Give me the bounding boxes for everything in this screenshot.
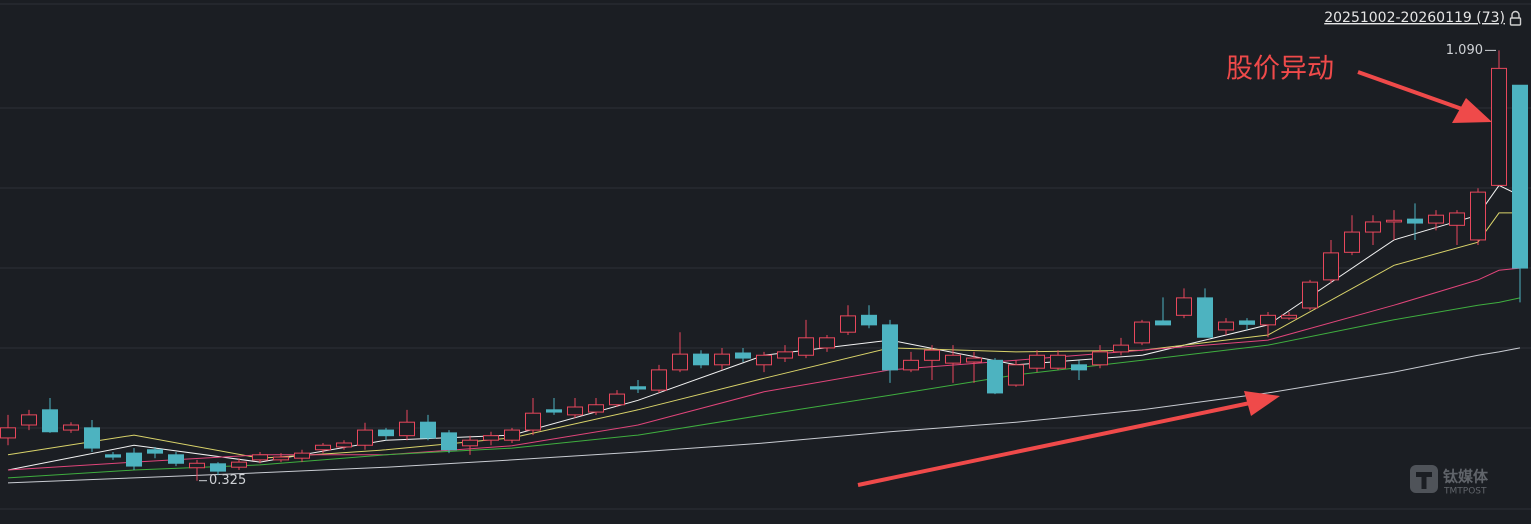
annotation: 股价异动 <box>1226 54 1334 85</box>
candle-body <box>315 444 331 451</box>
candle-body <box>1008 364 1024 386</box>
candle-body <box>1365 221 1381 233</box>
arrow-shaft <box>857 401 1251 487</box>
candle-body <box>714 353 730 366</box>
watermark: 钛媒体 TMTPOST <box>1410 465 1489 497</box>
candle-body <box>882 324 898 371</box>
candle-body <box>924 349 940 361</box>
candle-body <box>1218 321 1234 331</box>
watermark-text: 钛媒体 <box>1443 468 1489 486</box>
candle-body <box>21 414 37 426</box>
candle-body <box>1344 231 1360 253</box>
candle-body <box>420 421 436 439</box>
candle-body <box>1134 321 1150 344</box>
candle-body <box>1260 314 1276 326</box>
arrow-head <box>1244 391 1280 416</box>
candle-body <box>1197 297 1213 338</box>
candle-body <box>441 432 457 451</box>
candle-body <box>168 454 184 464</box>
ma-line <box>7 347 1521 484</box>
candle-body <box>525 412 541 431</box>
candle-body <box>252 454 268 461</box>
grid <box>0 3 1531 510</box>
date-range[interactable]: 20251002-20260119 (73) <box>1324 10 1505 26</box>
candle-body <box>1050 354 1066 369</box>
candle-body <box>399 421 415 437</box>
candle-body <box>609 393 625 406</box>
high-label: 1.090 <box>1446 43 1483 58</box>
candle-body <box>210 463 226 472</box>
candle-body <box>462 439 478 447</box>
candle-body <box>756 354 772 366</box>
candle-body <box>1449 212 1465 226</box>
arrow-shaft <box>1357 70 1463 111</box>
candle-body <box>126 452 142 467</box>
candle-body <box>273 456 289 461</box>
candle-body <box>336 442 352 448</box>
candle-body <box>378 429 394 437</box>
candle-body <box>1491 67 1507 186</box>
candle-body <box>231 461 247 468</box>
candle-body <box>294 452 310 459</box>
candle-body <box>945 354 961 364</box>
candle-body <box>1407 218 1423 224</box>
candle-body <box>567 406 583 416</box>
plot: 1.090 0.325 <box>0 43 1528 488</box>
candle-body <box>840 315 856 333</box>
candle-body <box>987 359 1003 394</box>
candle-body <box>1176 297 1192 316</box>
watermark-glyph <box>1416 472 1432 489</box>
candle-body <box>483 435 499 441</box>
candle-body <box>63 424 79 431</box>
candle-body <box>546 409 562 413</box>
candle-body <box>1428 214 1444 224</box>
candle-body <box>1155 320 1171 326</box>
candle-body <box>189 462 205 469</box>
candle-body <box>798 337 814 356</box>
candle-body <box>504 429 520 441</box>
candle-body <box>1071 364 1087 371</box>
candle-body <box>651 369 667 391</box>
candle-body <box>1029 354 1045 369</box>
candle-body <box>1281 314 1297 319</box>
candle-body <box>1113 344 1129 353</box>
lock-icon[interactable] <box>1509 10 1522 26</box>
candle-body <box>42 409 58 433</box>
candle-body <box>672 353 688 371</box>
candle-body <box>630 386 646 390</box>
candle-body <box>0 427 16 439</box>
lock-shackle <box>1511 10 1520 18</box>
arrows <box>857 70 1492 487</box>
candle-body <box>693 353 709 366</box>
candle-body <box>1386 219 1402 223</box>
candle-body <box>1239 320 1255 325</box>
candle-body <box>1470 191 1486 241</box>
candle-body <box>1302 281 1318 309</box>
arrow-head <box>1452 98 1492 123</box>
candle-body <box>1323 252 1339 281</box>
candle-body <box>777 351 793 359</box>
candle-body <box>84 427 100 449</box>
candle-body <box>588 404 604 413</box>
candle-body <box>819 337 835 349</box>
candle-body <box>147 449 163 454</box>
watermark-subtext: TMTPOST <box>1443 487 1487 497</box>
candle-body <box>735 352 751 359</box>
lock-body <box>1509 17 1522 26</box>
candle-body <box>357 429 373 446</box>
candle-body <box>105 454 121 458</box>
candle-body <box>966 357 982 363</box>
low-label: 0.325 <box>209 473 246 488</box>
candle-body <box>861 314 877 326</box>
candle-body <box>1512 84 1528 269</box>
candle-body <box>903 359 919 371</box>
candle-body <box>1092 351 1108 366</box>
